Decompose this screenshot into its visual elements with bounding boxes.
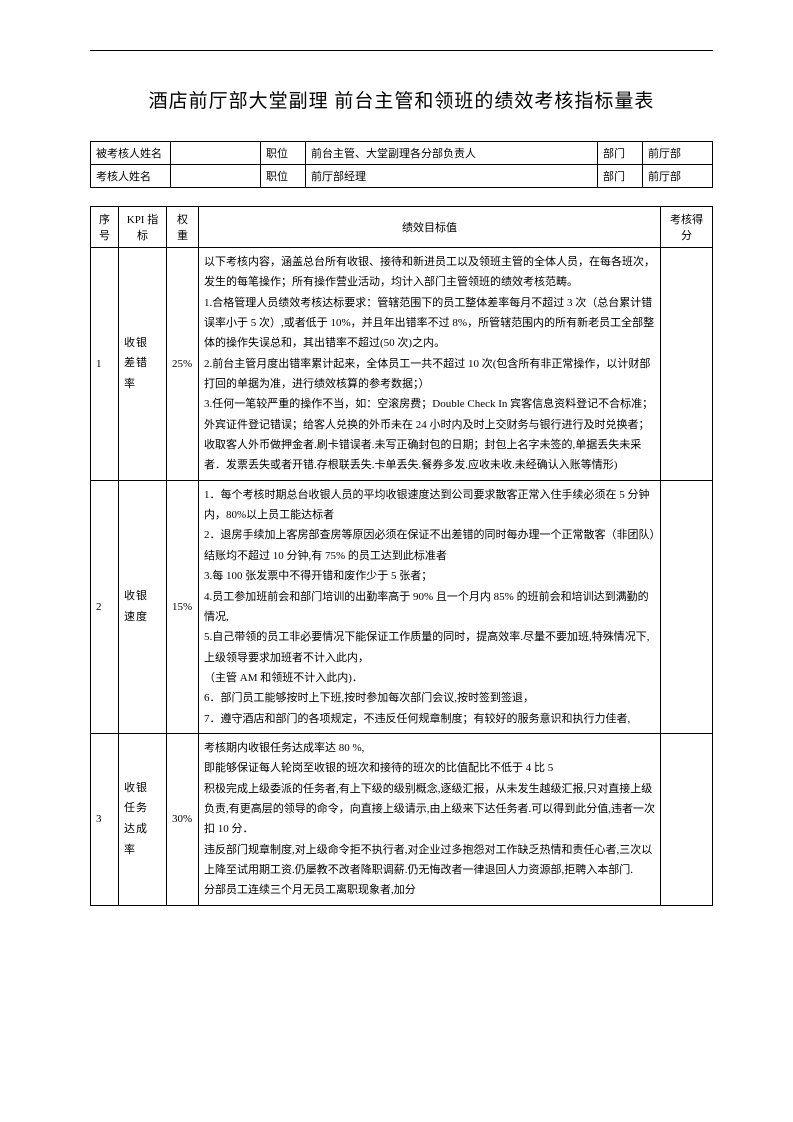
kpi-target: 1．每个考核时期总台收银人员的平均收银速度达到公司要求散客正常入住手续必须在 5… [199, 480, 661, 733]
kpi-target: 考核期内收银任务达成率达 80 %,即能够保证每人轮岗至收银的班次和接待的班次的… [199, 733, 661, 905]
col-kpi: KPI 指标 [119, 207, 167, 248]
header-label: 部门 [598, 165, 643, 188]
kpi-seq: 3 [91, 733, 119, 905]
kpi-indicator: 收银差错率 [119, 248, 167, 481]
header-label: 部门 [598, 142, 643, 165]
page-title: 酒店前厅部大堂副理 前台主管和领班的绩效考核指标量表 [90, 86, 713, 113]
kpi-weight: 15% [167, 480, 199, 733]
header-row: 考核人姓名 职位前厅部经理部门前厅部 [91, 165, 713, 188]
kpi-seq: 2 [91, 480, 119, 733]
header-label: 职位 [261, 142, 306, 165]
kpi-score [661, 248, 713, 481]
header-label: 职位 [261, 165, 306, 188]
kpi-seq: 1 [91, 248, 119, 481]
kpi-header-row: 序号 KPI 指标 权重 绩效目标值 考核得分 [91, 207, 713, 248]
header-label: 被考核人姓名 [91, 142, 171, 165]
header-row: 被考核人姓名 职位前台主管、大堂副理各分部负责人部门前厅部 [91, 142, 713, 165]
kpi-row: 3收银任务达成率30%考核期内收银任务达成率达 80 %,即能够保证每人轮岗至收… [91, 733, 713, 905]
kpi-score [661, 480, 713, 733]
kpi-indicator: 收银速度 [119, 480, 167, 733]
header-value [171, 165, 261, 188]
kpi-target: 以下考核内容，涵盖总台所有收银、接待和新进员工以及领班主管的全体人员，在每各班次… [199, 248, 661, 481]
header-value: 前厅部 [643, 165, 713, 188]
kpi-score [661, 733, 713, 905]
header-table: 被考核人姓名职位前台主管、大堂副理各分部负责人部门前厅部考核人姓名职位前厅部经理… [90, 141, 713, 188]
kpi-table: 序号 KPI 指标 权重 绩效目标值 考核得分 1收银差错率25%以下考核内容，… [90, 206, 713, 906]
kpi-row: 2收银速度15%1．每个考核时期总台收银人员的平均收银速度达到公司要求散客正常入… [91, 480, 713, 733]
top-rule [90, 50, 713, 51]
col-seq: 序号 [91, 207, 119, 248]
kpi-weight: 30% [167, 733, 199, 905]
header-value [171, 142, 261, 165]
kpi-weight: 25% [167, 248, 199, 481]
page: 酒店前厅部大堂副理 前台主管和领班的绩效考核指标量表 被考核人姓名职位前台主管、… [0, 0, 793, 1122]
header-label: 考核人姓名 [91, 165, 171, 188]
kpi-row: 1收银差错率25%以下考核内容，涵盖总台所有收银、接待和新进员工以及领班主管的全… [91, 248, 713, 481]
col-target: 绩效目标值 [199, 207, 661, 248]
header-value: 前厅部 [643, 142, 713, 165]
col-score: 考核得分 [661, 207, 713, 248]
kpi-indicator: 收银任务达成率 [119, 733, 167, 905]
header-value: 前厅部经理 [306, 165, 598, 188]
col-weight: 权重 [167, 207, 199, 248]
header-value: 前台主管、大堂副理各分部负责人 [306, 142, 598, 165]
